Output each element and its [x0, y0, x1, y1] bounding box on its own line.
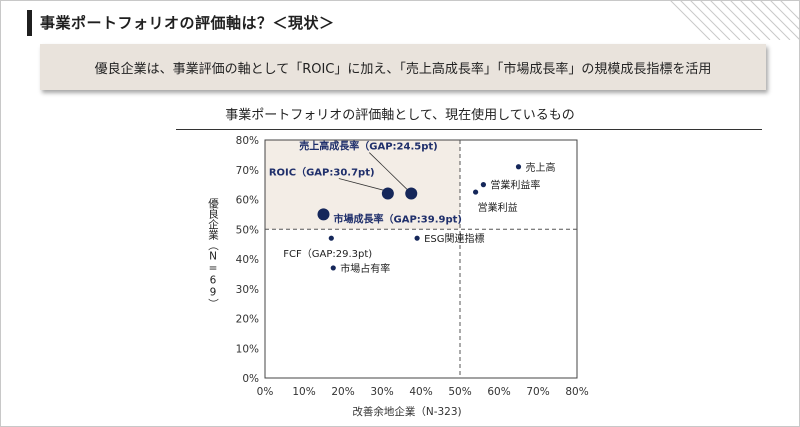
subtitle-divider [176, 129, 762, 130]
x-tick-label: 30% [370, 386, 393, 398]
data-point-label: 営業利益 [478, 201, 518, 214]
x-axis-label: 改善余地企業（N-323) [352, 405, 461, 418]
data-point [317, 208, 330, 221]
data-point-label: 売上高 [526, 161, 556, 174]
data-point-label: 売上高成長率（GAP:24.5pt) [299, 140, 437, 153]
data-point [480, 182, 486, 188]
data-point-label: ESG関連指標 [424, 232, 484, 245]
x-tick-label: 40% [409, 386, 432, 398]
y-tick-label: 0% [242, 373, 259, 385]
y-tick-label: 50% [236, 224, 259, 236]
data-point [414, 235, 420, 241]
title-accent-bar [27, 10, 32, 36]
y-tick-label: 40% [236, 254, 259, 266]
y-tick-label: 80% [236, 135, 259, 147]
data-point-label: 市場占有率 [340, 262, 390, 275]
data-point [328, 235, 334, 241]
x-tick-label: 70% [526, 386, 549, 398]
x-tick-label: 0% [257, 386, 274, 398]
y-axis-label: 優良企業（N=69） [207, 198, 219, 309]
x-tick-label: 20% [331, 386, 354, 398]
chart-subtitle: 事業ポートフォリオの評価軸として、現在使用しているもの [225, 108, 575, 123]
data-point-label: 市場成長率（GAP:39.9pt) [334, 212, 462, 225]
plot-border [264, 139, 578, 379]
y-tick-label: 10% [236, 343, 259, 355]
data-point [405, 187, 418, 200]
corner-decoration [669, 0, 800, 40]
x-tick-label: 10% [292, 386, 315, 398]
y-tick-label: 70% [236, 165, 259, 177]
page-title: 事業ポートフォリオの評価軸は？＜現状＞ [40, 14, 335, 32]
data-point-label: FCF（GAP:29.3pt) [283, 248, 372, 260]
key-message-banner: 優良企業は、事業評価の軸として「ROIC」に加え、「売上高成長率」「市場成長率」… [40, 44, 766, 90]
y-tick-label: 30% [236, 284, 259, 296]
y-tick-label: 20% [236, 314, 259, 326]
data-point-label: ROIC（GAP:30.7pt) [269, 166, 375, 179]
data-point [330, 265, 336, 271]
leader-line [368, 152, 409, 191]
x-tick-label: 60% [487, 386, 510, 398]
data-point-label: 営業利益率 [490, 179, 540, 192]
y-tick-label: 60% [236, 195, 259, 207]
data-point [473, 189, 479, 195]
data-point [515, 164, 522, 170]
data-point [381, 187, 394, 200]
key-message-text: 優良企業は、事業評価の軸として「ROIC」に加え、「売上高成長率」「市場成長率」… [94, 61, 712, 77]
leader-line [338, 178, 385, 191]
x-tick-label: 50% [448, 386, 471, 398]
x-tick-label: 80% [565, 386, 588, 398]
